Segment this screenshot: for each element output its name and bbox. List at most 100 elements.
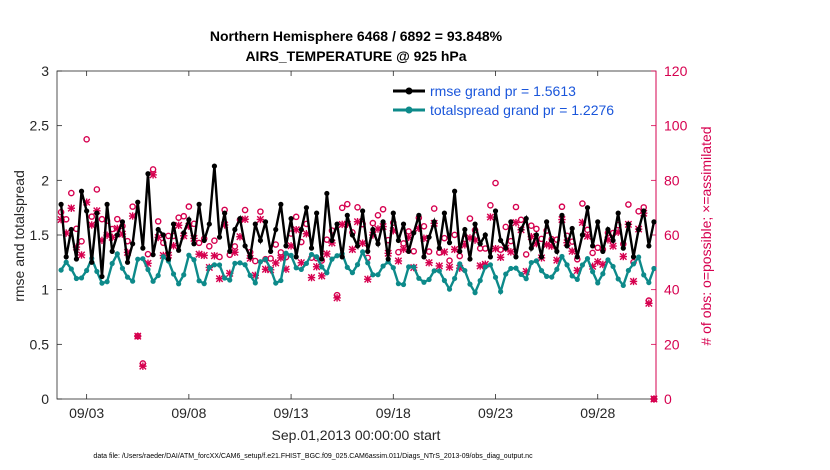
x-tick-label: 09/18	[376, 405, 411, 421]
totalspread-point	[176, 281, 182, 287]
totalspread-point	[73, 275, 80, 282]
totalspread-point	[273, 280, 279, 286]
totalspread-point	[482, 264, 488, 270]
totalspread-point	[216, 262, 223, 268]
obs-possible-marker	[517, 216, 525, 224]
rmse-series	[58, 163, 657, 280]
obs-assimilated-marker	[174, 221, 183, 229]
totalspread-point	[349, 270, 356, 276]
rmse-point	[431, 219, 437, 225]
totalspread-point	[104, 279, 110, 285]
rmse-point	[94, 210, 100, 216]
obs-assimilated-marker	[394, 257, 403, 265]
obs-possible-marker	[379, 205, 387, 213]
totalspread-point	[574, 276, 580, 282]
rmse-point	[646, 243, 652, 249]
obs-assimilated-marker	[348, 245, 357, 254]
rmse-point	[385, 256, 391, 262]
rmse-point	[375, 241, 381, 247]
obs-assimilated-marker	[318, 272, 326, 280]
totalspread-point	[130, 278, 136, 284]
totalspread-point	[406, 264, 412, 270]
totalspread-point	[477, 277, 483, 284]
y-right-tick-label: 60	[664, 227, 680, 243]
rmse-point	[58, 201, 64, 207]
x-tick-label: 09/08	[171, 405, 206, 421]
y-left-tick-label: 1	[41, 282, 49, 298]
y-right-tick-label: 80	[664, 172, 680, 188]
rmse-point	[155, 226, 161, 233]
totalspread-point	[227, 277, 233, 283]
obs-possible-marker	[369, 219, 377, 227]
totalspread-point	[544, 273, 550, 279]
totalspread-point	[513, 265, 519, 271]
obs-assimilated-marker	[425, 259, 433, 267]
totalspread-point	[615, 276, 621, 282]
obs-possible-marker	[83, 136, 90, 143]
rmse-point	[436, 245, 442, 251]
rmse-point	[365, 248, 371, 254]
rmse-point	[201, 237, 207, 244]
rmse-point	[651, 219, 657, 225]
rmse-point	[237, 216, 243, 222]
y-left-tick-label: 3	[41, 63, 49, 79]
rmse-point	[273, 226, 279, 233]
axis-ticks	[57, 70, 657, 400]
obs-assimilated-marker	[650, 395, 658, 403]
y-right-tick-label: 40	[664, 282, 680, 298]
rmse-point	[186, 217, 192, 223]
totalspread-point	[329, 256, 335, 262]
rmse-point	[559, 212, 565, 218]
obs-possible-marker	[88, 213, 96, 220]
rmse-point	[360, 208, 366, 214]
rmse-point	[211, 163, 218, 169]
obs-assimilated-marker	[195, 250, 203, 258]
rmse-point	[416, 212, 422, 218]
rmse-point	[508, 219, 514, 225]
totalspread-point	[78, 275, 85, 281]
obs-possible-marker	[466, 215, 474, 222]
rmse-point	[181, 230, 187, 236]
rmse-point	[160, 232, 166, 238]
rmse-point	[482, 232, 488, 238]
obs-possible-marker	[533, 225, 540, 233]
rmse-point	[206, 221, 212, 227]
obs-possible-marker	[180, 212, 188, 220]
totalspread-point	[538, 268, 545, 274]
rmse-point	[288, 216, 294, 222]
rmse-point	[411, 230, 417, 236]
rmse-point	[533, 232, 540, 238]
totalspread-point	[436, 268, 442, 274]
totalspread-point	[498, 288, 504, 295]
rmse-point	[130, 241, 136, 247]
obs-possible-marker	[502, 223, 510, 231]
rmse-point	[457, 248, 463, 254]
totalspread-point	[528, 259, 534, 266]
totalspread-point	[579, 262, 586, 268]
obs-possible-marker	[267, 255, 274, 262]
rmse-point	[615, 210, 621, 216]
totalspread-point	[222, 275, 228, 281]
obs-possible-marker	[68, 189, 75, 197]
totalspread-point	[518, 271, 524, 277]
rmse-point	[339, 254, 345, 260]
left-tick-labels: 0 0.5 1 1.5 2 2.5 3	[30, 63, 50, 407]
rmse-point	[518, 226, 524, 233]
totalspread-point	[278, 277, 284, 284]
obs-possible-marker	[527, 222, 535, 230]
totalspread-point	[487, 262, 494, 268]
rmse-point	[523, 216, 529, 222]
obs-assimilated-marker	[486, 213, 495, 221]
rmse-point	[605, 226, 611, 233]
totalspread-point	[298, 266, 304, 273]
rmse-point	[89, 259, 95, 265]
rmse-point	[630, 254, 637, 260]
obs-possible-marker	[216, 253, 223, 261]
totalspread-point	[268, 266, 274, 272]
totalspread-point	[114, 251, 120, 257]
rmse-point	[610, 237, 616, 244]
totalspread-point	[472, 290, 478, 296]
rmse-point	[395, 237, 402, 244]
obs-assimilated-marker	[215, 274, 224, 283]
totalspread-point	[395, 281, 402, 287]
